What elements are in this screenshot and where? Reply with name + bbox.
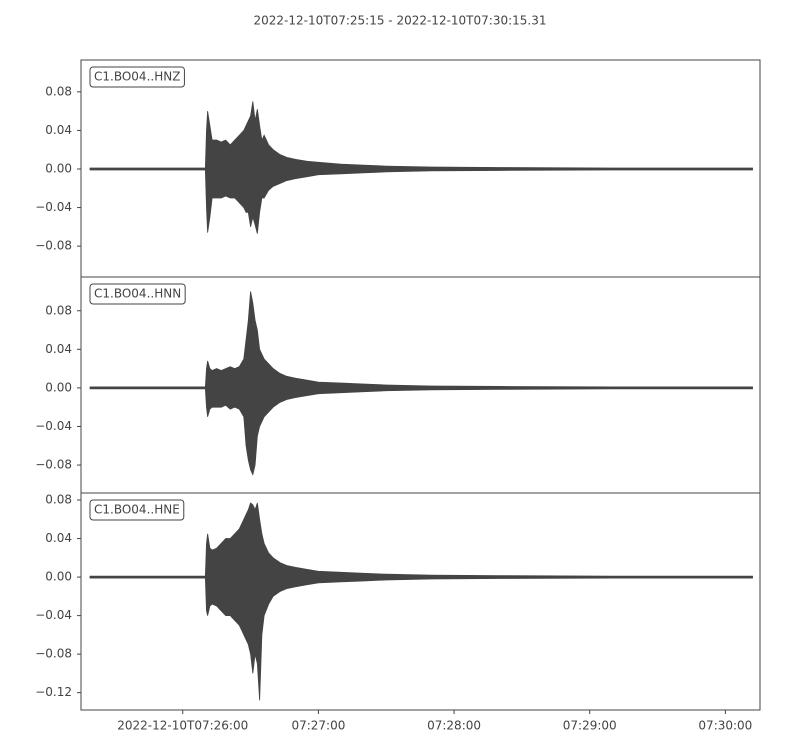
panel-frame xyxy=(80,492,761,711)
x-tick-label: 07:27:00 xyxy=(291,719,345,733)
panel-frame xyxy=(80,276,761,494)
y-tick-label: 0.00 xyxy=(45,380,72,394)
label-box xyxy=(89,283,186,305)
label-box xyxy=(89,499,185,521)
trace-label: C1.BO04..HNZ xyxy=(94,70,180,84)
trace-lower xyxy=(89,387,753,476)
y-tick-label: 0.00 xyxy=(45,161,72,175)
x-tick-label: 07:29:00 xyxy=(563,719,617,733)
label-box xyxy=(89,66,185,88)
y-tick-label: −0.08 xyxy=(35,239,72,253)
y-tick-label: 0.08 xyxy=(45,303,72,317)
trace-label: C1.BO04..HNE xyxy=(94,503,180,517)
x-tick-label: 07:30:00 xyxy=(698,719,752,733)
y-tick-label: −0.04 xyxy=(35,200,72,214)
y-tick-label: −0.04 xyxy=(35,419,72,433)
y-tick-label: 0.00 xyxy=(45,570,72,584)
y-tick-label: 0.08 xyxy=(45,84,72,98)
y-tick-label: −0.04 xyxy=(35,608,72,622)
y-tick-label: −0.12 xyxy=(35,685,72,699)
trace-upper xyxy=(89,101,753,170)
x-tick-label: 2022-12-10T07:26:00 xyxy=(117,719,248,733)
trace-label: C1.BO04..HNN xyxy=(94,287,181,301)
x-tick-label: 07:28:00 xyxy=(427,719,481,733)
trace-lower xyxy=(89,576,753,701)
y-tick-label: 0.04 xyxy=(45,531,72,545)
trace-lower xyxy=(89,168,753,234)
chart-title: 2022-12-10T07:25:15 - 2022-12-10T07:30:1… xyxy=(254,14,547,28)
y-tick-label: −0.08 xyxy=(35,458,72,472)
y-tick-label: −0.08 xyxy=(35,647,72,661)
y-tick-label: 0.04 xyxy=(45,342,72,356)
trace-upper xyxy=(89,291,753,389)
y-tick-label: 0.04 xyxy=(45,123,72,137)
trace-upper xyxy=(89,502,753,578)
y-tick-label: 0.08 xyxy=(45,493,72,507)
